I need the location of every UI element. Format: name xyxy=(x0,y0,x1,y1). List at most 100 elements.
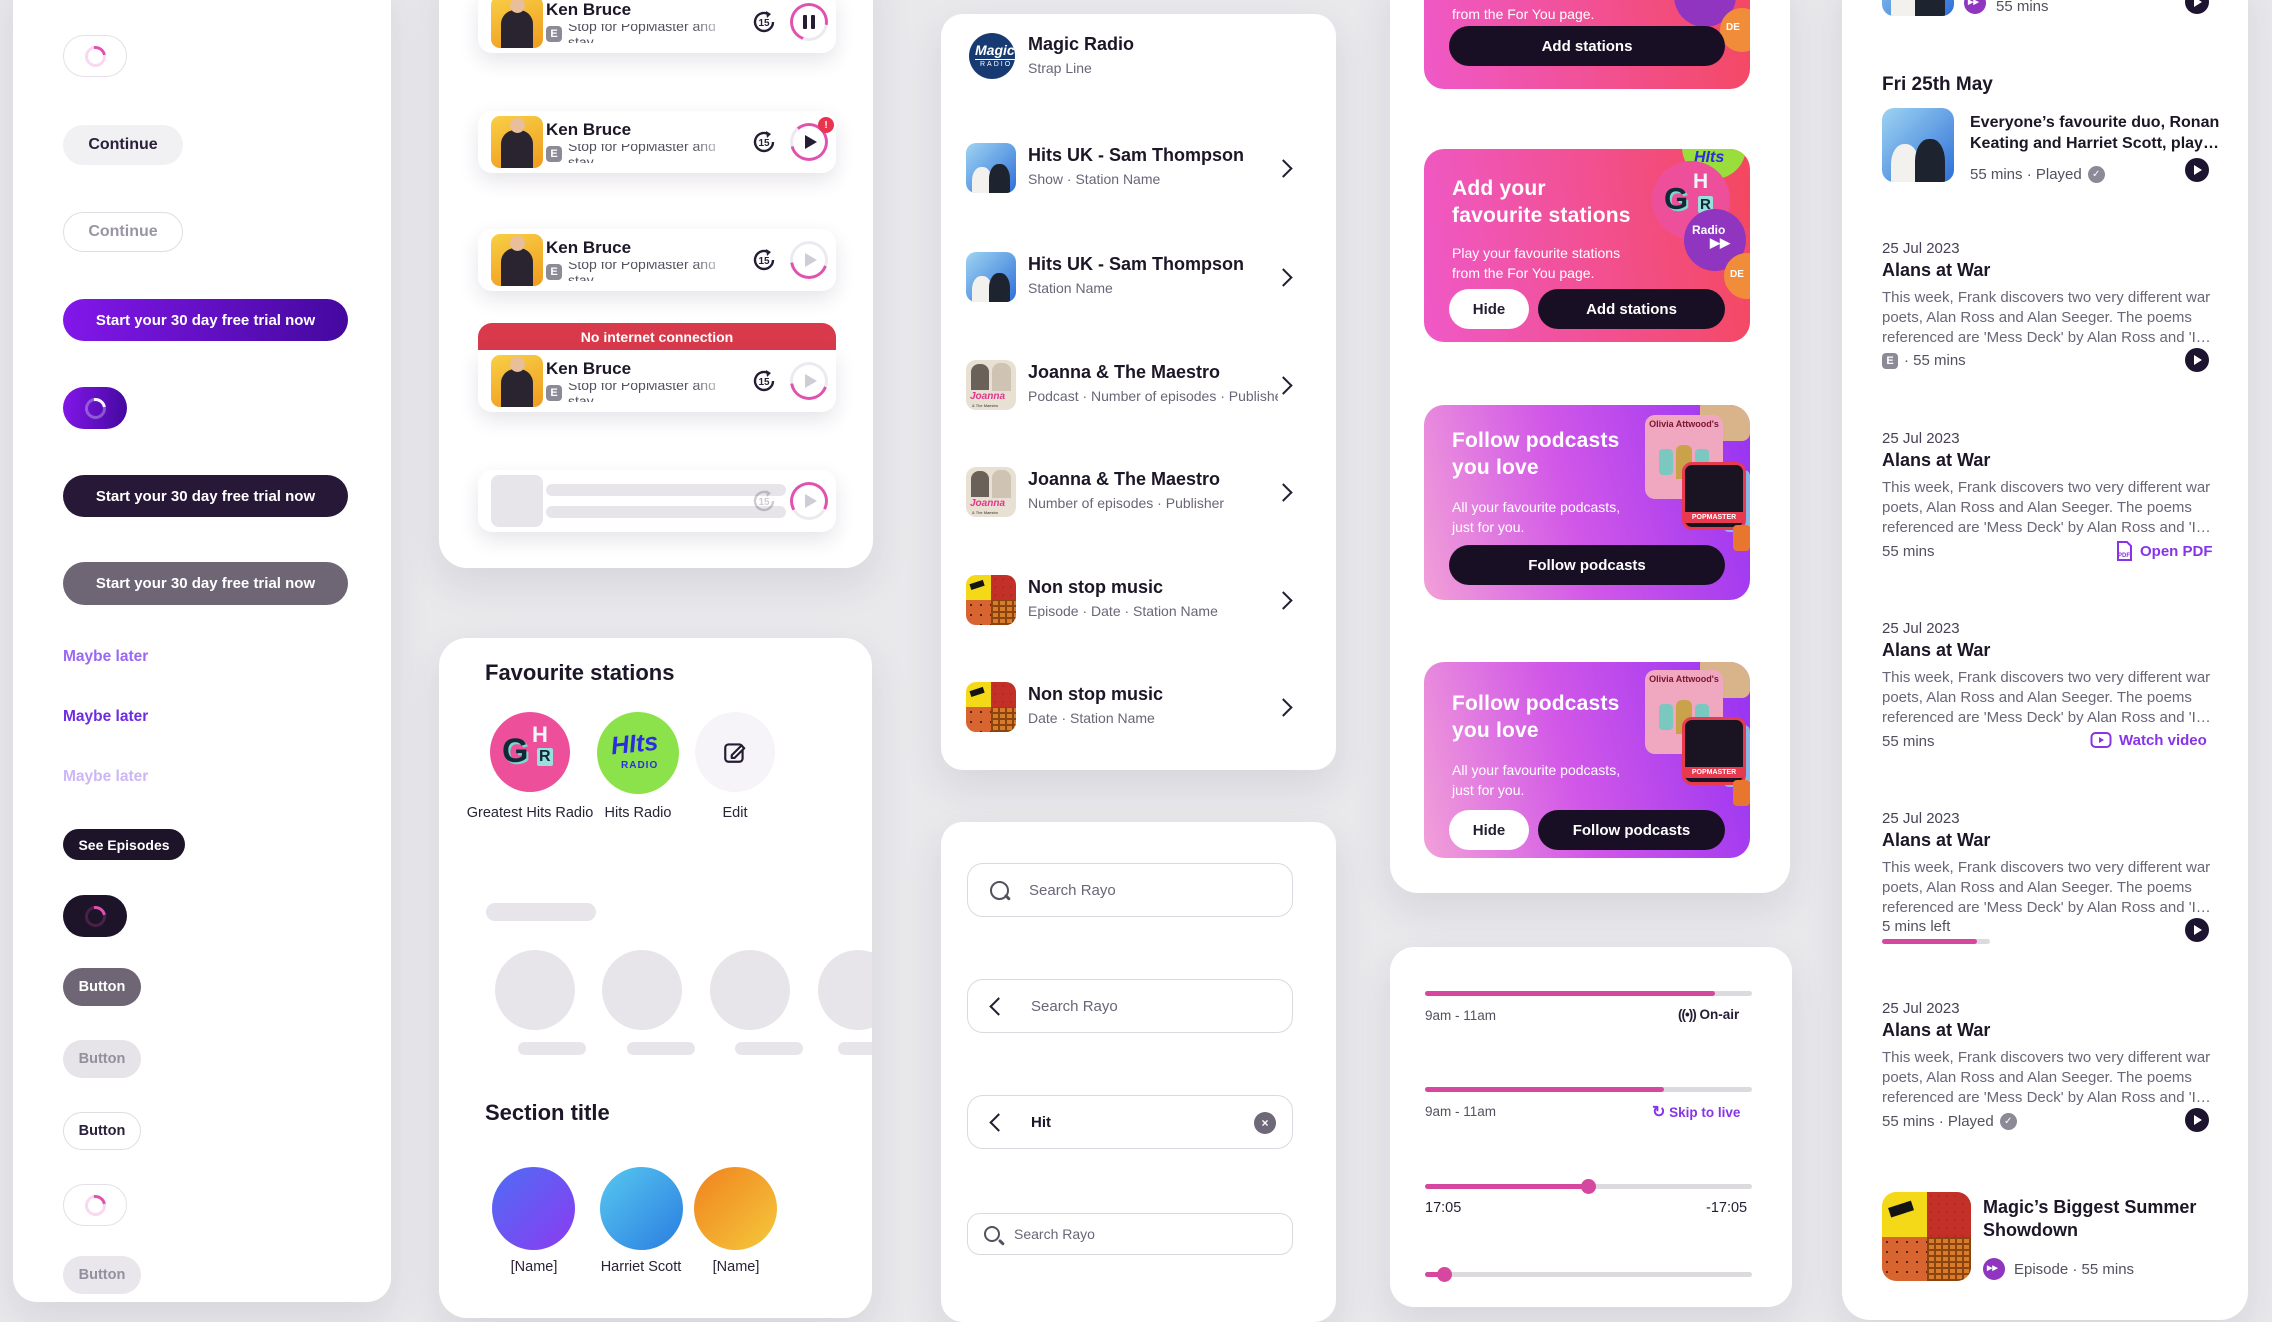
episodes-panel xyxy=(1842,0,2248,1320)
button-solid[interactable]: Button xyxy=(63,968,141,1006)
episode-title[interactable]: Alans at War xyxy=(1882,450,1991,470)
back-icon[interactable] xyxy=(989,1112,1008,1132)
chevron-right-icon xyxy=(1274,698,1293,717)
catchup-progress-bar[interactable] xyxy=(1425,1087,1752,1092)
live-progress-bar[interactable] xyxy=(1425,991,1752,996)
free-trial-button-dark[interactable]: Start your 30 day free trial now xyxy=(63,475,348,517)
episode-title[interactable]: Alans at War xyxy=(1882,640,1991,660)
station-hits-radio[interactable]: HIts RADIO xyxy=(597,712,679,794)
play-button[interactable] xyxy=(2185,348,2209,372)
watch-video-link[interactable]: Watch video xyxy=(2090,731,2207,749)
section-title: Section title xyxy=(485,1100,610,1125)
search-placeholder: Search Rayo xyxy=(1014,1226,1095,1242)
rewind-15-icon[interactable]: 15 xyxy=(750,128,778,156)
bottom-episode-item[interactable]: Magic’s Biggest Summer Showdown ▶▶ Episo… xyxy=(1882,1192,2212,1282)
hide-button[interactable]: Hide xyxy=(1449,810,1529,850)
list-row-non-stop-music-2[interactable]: Non stop music Date · Station Name xyxy=(941,682,1336,732)
see-episodes-chip[interactable]: See Episodes xyxy=(63,829,185,860)
episode-date: 25 Jul 2023 xyxy=(1882,1000,1960,1017)
add-stations-button[interactable]: Add stations xyxy=(1538,289,1725,329)
slider-thumb[interactable] xyxy=(1437,1267,1452,1282)
maybe-later-link-disabled[interactable]: Maybe later xyxy=(63,768,149,785)
list-row-joanna[interactable]: Joanna & The Maestro Joanna & The Maestr… xyxy=(941,360,1336,410)
search-input-filled[interactable]: Hit × xyxy=(967,1095,1293,1149)
player-row-offline[interactable]: Ken Bruce E Stop for PopMaster and stay 1… xyxy=(478,350,836,412)
svg-text:15: 15 xyxy=(758,497,770,508)
schedule-label: 9am - 11am xyxy=(1425,1104,1497,1119)
episode-meta: 55 mins xyxy=(1882,543,1935,560)
episode-title[interactable]: Alans at War xyxy=(1882,830,1991,850)
episode-artwork xyxy=(966,575,1016,625)
play-button[interactable] xyxy=(790,123,828,161)
add-stations-button[interactable]: Add stations xyxy=(1449,26,1725,66)
search-placeholder: Search Rayo xyxy=(1029,881,1116,899)
player-row-alert[interactable]: Ken Bruce E Stop for PopMaster and stay 1… xyxy=(478,111,836,173)
list-row-joanna-2[interactable]: Joanna & The Maestro Joanna & The Maestr… xyxy=(941,467,1336,517)
row-title: Hits UK - Sam Thompson xyxy=(1028,145,1245,165)
back-icon[interactable] xyxy=(989,996,1008,1016)
skip-to-live-link[interactable]: ↻ Skip to live xyxy=(1652,1104,1741,1121)
button-bottom[interactable]: Button xyxy=(63,1256,141,1294)
rewind-15-icon[interactable]: 15 xyxy=(750,367,778,395)
loading-pill-dark[interactable] xyxy=(63,895,127,937)
episode-description: This week, Frank discovers two very diff… xyxy=(1882,479,2211,536)
presenter-avatar[interactable] xyxy=(694,1167,777,1250)
seek-slider-start[interactable] xyxy=(1425,1267,1752,1282)
hide-button[interactable]: Hide xyxy=(1449,289,1529,329)
presenter-avatar[interactable] xyxy=(492,1167,575,1250)
slider-thumb[interactable] xyxy=(1581,1179,1596,1194)
follow-podcasts-button[interactable]: Follow podcasts xyxy=(1449,545,1725,585)
play-button[interactable] xyxy=(2185,0,2209,14)
loading-pill-outline-2[interactable] xyxy=(63,1184,127,1226)
free-trial-button-disabled[interactable]: Start your 30 day free trial now xyxy=(63,562,348,605)
list-row-hits-uk[interactable]: Hits UK - Sam Thompson Show · Station Na… xyxy=(941,143,1336,193)
play-button[interactable] xyxy=(2185,1108,2209,1132)
player-row-disabled[interactable]: Ken Bruce E Stop for PopMaster and stay 1… xyxy=(478,229,836,291)
station-greatest-hits-radio[interactable]: G H R xyxy=(490,712,570,792)
chevron-right-icon xyxy=(1274,591,1293,610)
episode-title[interactable]: Alans at War xyxy=(1882,1020,1991,1040)
search-input[interactable]: Search Rayo xyxy=(967,863,1293,917)
rewind-15-icon[interactable]: 15 xyxy=(750,8,778,36)
search-input-back[interactable]: Search Rayo xyxy=(967,979,1293,1033)
episode-description: This week, Frank discovers two very diff… xyxy=(1882,1049,2211,1106)
list-row-magic-radio[interactable]: Magic RADIO Magic Radio Strap Line xyxy=(941,30,1336,86)
absolute-radio-badge: ▶▶ xyxy=(1964,0,1986,14)
episode-title[interactable]: Alans at War xyxy=(1882,260,1991,280)
seek-slider[interactable] xyxy=(1425,1179,1752,1194)
continue-button-outline[interactable]: Continue xyxy=(63,212,183,252)
clear-search-button[interactable]: × xyxy=(1254,1112,1276,1134)
free-trial-loading-pill[interactable] xyxy=(63,387,127,429)
on-air-label: ((•)) On-air xyxy=(1678,1007,1740,1022)
promo-body: All your favourite podcasts, just for you… xyxy=(1452,499,1621,535)
open-pdf-link[interactable]: PDF Open PDF xyxy=(2115,541,2213,561)
row-subtitle: Date · Station Name xyxy=(1028,710,1155,726)
maybe-later-link[interactable]: Maybe later xyxy=(63,648,149,665)
button-outline[interactable]: Button xyxy=(63,1112,141,1150)
follow-podcasts-button[interactable]: Follow podcasts xyxy=(1538,810,1725,850)
date-header: Fri 25th May xyxy=(1882,74,1993,95)
play-button[interactable] xyxy=(2185,158,2209,182)
list-row-hits-uk-2[interactable]: Hits UK - Sam Thompson Station Name xyxy=(941,252,1336,302)
play-button-disabled[interactable] xyxy=(790,362,828,400)
edit-stations-button[interactable] xyxy=(695,712,775,792)
search-input-small[interactable]: Search Rayo xyxy=(967,1213,1293,1255)
list-row-non-stop-music[interactable]: Non stop music Episode · Date · Station … xyxy=(941,575,1336,625)
continue-button[interactable]: Continue xyxy=(63,125,183,165)
episode-progress-bar xyxy=(1882,939,1990,944)
player-row-playing[interactable]: Ken Bruce E Stop for PopMaster and stay 1… xyxy=(478,0,836,53)
free-trial-button[interactable]: Start your 30 day free trial now xyxy=(63,299,348,341)
episode-date: 25 Jul 2023 xyxy=(1882,620,1960,637)
play-button-disabled[interactable] xyxy=(790,241,828,279)
episode-meta: 55 mins · Played ✓ xyxy=(1882,1113,2017,1130)
loading-pill-outline[interactable] xyxy=(63,35,127,77)
row-subtitle: Podcast · Number of episodes · Publisher xyxy=(1028,388,1278,404)
svg-text:15: 15 xyxy=(758,377,770,388)
rewind-15-icon[interactable]: 15 xyxy=(750,246,778,274)
pause-button[interactable] xyxy=(790,3,828,41)
featured-episode[interactable]: Everyone’s favourite duo, Ronan Keating … xyxy=(1882,108,2219,188)
presenter-avatar-harriet-scott[interactable] xyxy=(600,1167,683,1250)
maybe-later-link-pressed[interactable]: Maybe later xyxy=(63,708,149,725)
play-button[interactable] xyxy=(2185,918,2209,942)
button-muted[interactable]: Button xyxy=(63,1040,141,1078)
